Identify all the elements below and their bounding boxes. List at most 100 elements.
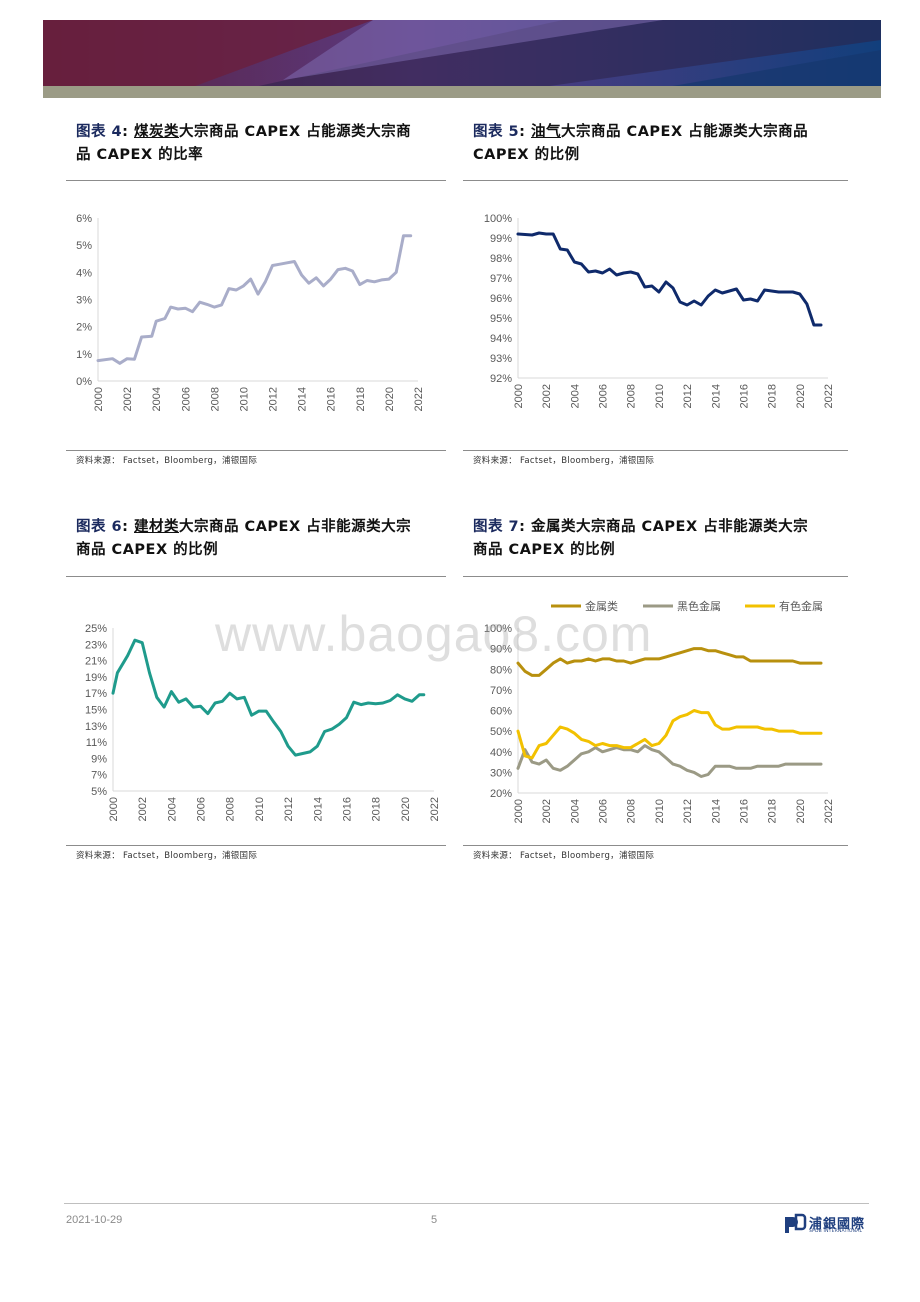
- legend-label: 有色金属: [779, 599, 823, 613]
- x-tick-label: 2016: [341, 797, 353, 821]
- figure-4-top-rule: [66, 180, 446, 181]
- y-tick-label: 95%: [490, 313, 512, 325]
- x-tick-label: 2014: [710, 799, 722, 823]
- y-tick-label: 100%: [484, 213, 512, 225]
- x-tick-label: 2018: [767, 384, 779, 408]
- x-tick-label: 2002: [541, 384, 553, 408]
- y-tick-label: 97%: [490, 273, 512, 285]
- x-tick-label: 2018: [767, 799, 779, 823]
- y-tick-label: 17%: [85, 688, 107, 700]
- y-tick-label: 3%: [76, 295, 92, 307]
- y-tick-label: 40%: [490, 747, 512, 759]
- y-tick-label: 5%: [91, 786, 107, 798]
- x-tick-label: 2020: [384, 387, 396, 411]
- metals-share-chart: 20% 30% 40% 50% 60% 70% 80% 90% 100% 2000 2002 2004…: [463, 590, 848, 841]
- figure-4-highlight: 煤炭类: [134, 124, 179, 140]
- y-tick-label: 21%: [85, 656, 107, 668]
- series-line-1-0: [516, 231, 823, 327]
- figure-5-label: 图表 5: [473, 124, 520, 140]
- figure-4-title-line2: 品 CAPEX 的比率: [76, 147, 204, 163]
- y-tick-label: 93%: [490, 353, 512, 365]
- x-tick-label: 2008: [225, 797, 237, 821]
- figure-5-highlight: 油气: [531, 124, 561, 140]
- x-tick-label: 2020: [795, 799, 807, 823]
- y-tick-label: 20%: [490, 788, 512, 800]
- x-tick-label: 2002: [541, 799, 553, 823]
- page-number: 5: [431, 1214, 438, 1226]
- x-tick-label: 2014: [710, 384, 722, 408]
- x-tick-label: 2022: [413, 387, 425, 411]
- x-tick-label: 2016: [738, 384, 750, 408]
- x-tick-label: 2012: [283, 797, 295, 821]
- figure-6-bottom-rule: [66, 845, 446, 846]
- y-tick-label: 100%: [484, 623, 512, 635]
- series-line-0-0: [96, 234, 413, 365]
- figure-7-title-line2: 商品 CAPEX 的比例: [473, 542, 616, 558]
- x-tick-label: 2020: [400, 797, 412, 821]
- figure-7-bottom-rule: [463, 845, 848, 846]
- y-tick-label: 94%: [490, 333, 512, 345]
- y-tick-label: 25%: [85, 623, 107, 635]
- y-tick-label: 2%: [76, 322, 92, 334]
- chart-3-svg: 20% 30% 40% 50% 60% 70% 80% 90% 100% 2000 2002 2004…: [484, 599, 835, 823]
- y-tick-label: 9%: [91, 753, 107, 765]
- series-line-3-1: [516, 744, 823, 778]
- figure-6-label: 图表 6: [76, 519, 123, 535]
- x-tick-label: 2004: [166, 797, 178, 821]
- y-tick-label: 98%: [490, 253, 512, 265]
- x-tick-label: 2022: [823, 384, 835, 408]
- x-tick-label: 2014: [312, 797, 324, 821]
- y-tick-label: 19%: [85, 672, 107, 684]
- y-tick-label: 80%: [490, 664, 512, 676]
- x-tick-label: 2000: [93, 387, 105, 411]
- y-tick-label: 70%: [490, 685, 512, 697]
- y-tick-label: 90%: [490, 644, 512, 656]
- figure-6-highlight: 建材类: [134, 519, 179, 535]
- x-tick-label: 2010: [238, 387, 250, 411]
- series-line-3-2: [516, 709, 823, 760]
- figure-6-title-line2: 商品 CAPEX 的比例: [76, 542, 219, 558]
- figure-4-title-rest: 大宗商品 CAPEX 占能源类大宗商: [179, 124, 412, 140]
- oil-gas-share-chart: 92% 93% 94% 95% 96% 97% 98% 99% 100% 2000 2002 2004…: [463, 200, 848, 445]
- building-materials-share-chart: 5% 7% 9% 11% 13% 15% 17% 19% 21% 23% 25% 2000 2002 20…: [66, 596, 446, 841]
- figure-7-label: 图表 7: [473, 519, 520, 535]
- y-tick-label: 92%: [490, 373, 512, 385]
- x-tick-label: 2010: [654, 384, 666, 408]
- x-tick-label: 2018: [355, 387, 367, 411]
- logo-text: 浦銀國際: [809, 1217, 866, 1232]
- y-tick-label: 50%: [490, 726, 512, 738]
- coal-share-chart: 0% 1% 2% 3% 4% 5% 6% 2000 2002 2004 2006 2008 2010 20…: [66, 200, 446, 445]
- figure-7-highlight: 金属类: [531, 519, 576, 535]
- x-tick-label: 2022: [823, 799, 835, 823]
- x-tick-label: 2004: [569, 384, 581, 408]
- x-tick-label: 2004: [151, 387, 163, 411]
- y-tick-label: 99%: [490, 233, 512, 245]
- legend-label: 金属类: [585, 599, 618, 613]
- y-tick-label: 60%: [490, 706, 512, 718]
- y-tick-label: 7%: [91, 770, 107, 782]
- x-tick-label: 2012: [268, 387, 280, 411]
- x-tick-label: 2000: [513, 799, 525, 823]
- x-tick-label: 2010: [254, 797, 266, 821]
- y-tick-label: 1%: [76, 349, 92, 361]
- figure-5-source: 资料来源： Factset，Bloomberg，浦银国际: [473, 456, 655, 466]
- x-tick-label: 2004: [569, 799, 581, 823]
- x-tick-label: 2008: [626, 384, 638, 408]
- figure-5-top-rule: [463, 180, 848, 181]
- x-tick-label: 2002: [122, 387, 134, 411]
- figure-6-caption: 图表 6: 建材类大宗商品 CAPEX 占非能源类大宗 商品 CAPEX 的比例: [76, 519, 412, 558]
- logo-subtext: SPDB INTERNATIONAL: [809, 1229, 863, 1234]
- y-tick-label: 0%: [76, 376, 92, 388]
- x-tick-label: 2016: [326, 387, 338, 411]
- figure-5-bottom-rule: [463, 450, 848, 451]
- figure-6-top-rule: [66, 576, 446, 577]
- figure-4-source: 资料来源： Factset，Bloomberg，浦银国际: [76, 456, 258, 466]
- x-tick-label: 2006: [180, 387, 192, 411]
- y-tick-label: 15%: [85, 705, 107, 717]
- watermark: www.baogao8.com: [215, 606, 653, 662]
- x-tick-label: 2006: [196, 797, 208, 821]
- figure-4-caption: 图表 4: 煤炭类大宗商品 CAPEX 占能源类大宗商 品 CAPEX 的比率: [76, 124, 412, 163]
- x-tick-label: 2014: [297, 387, 309, 411]
- y-tick-label: 5%: [76, 240, 92, 252]
- x-tick-label: 2008: [626, 799, 638, 823]
